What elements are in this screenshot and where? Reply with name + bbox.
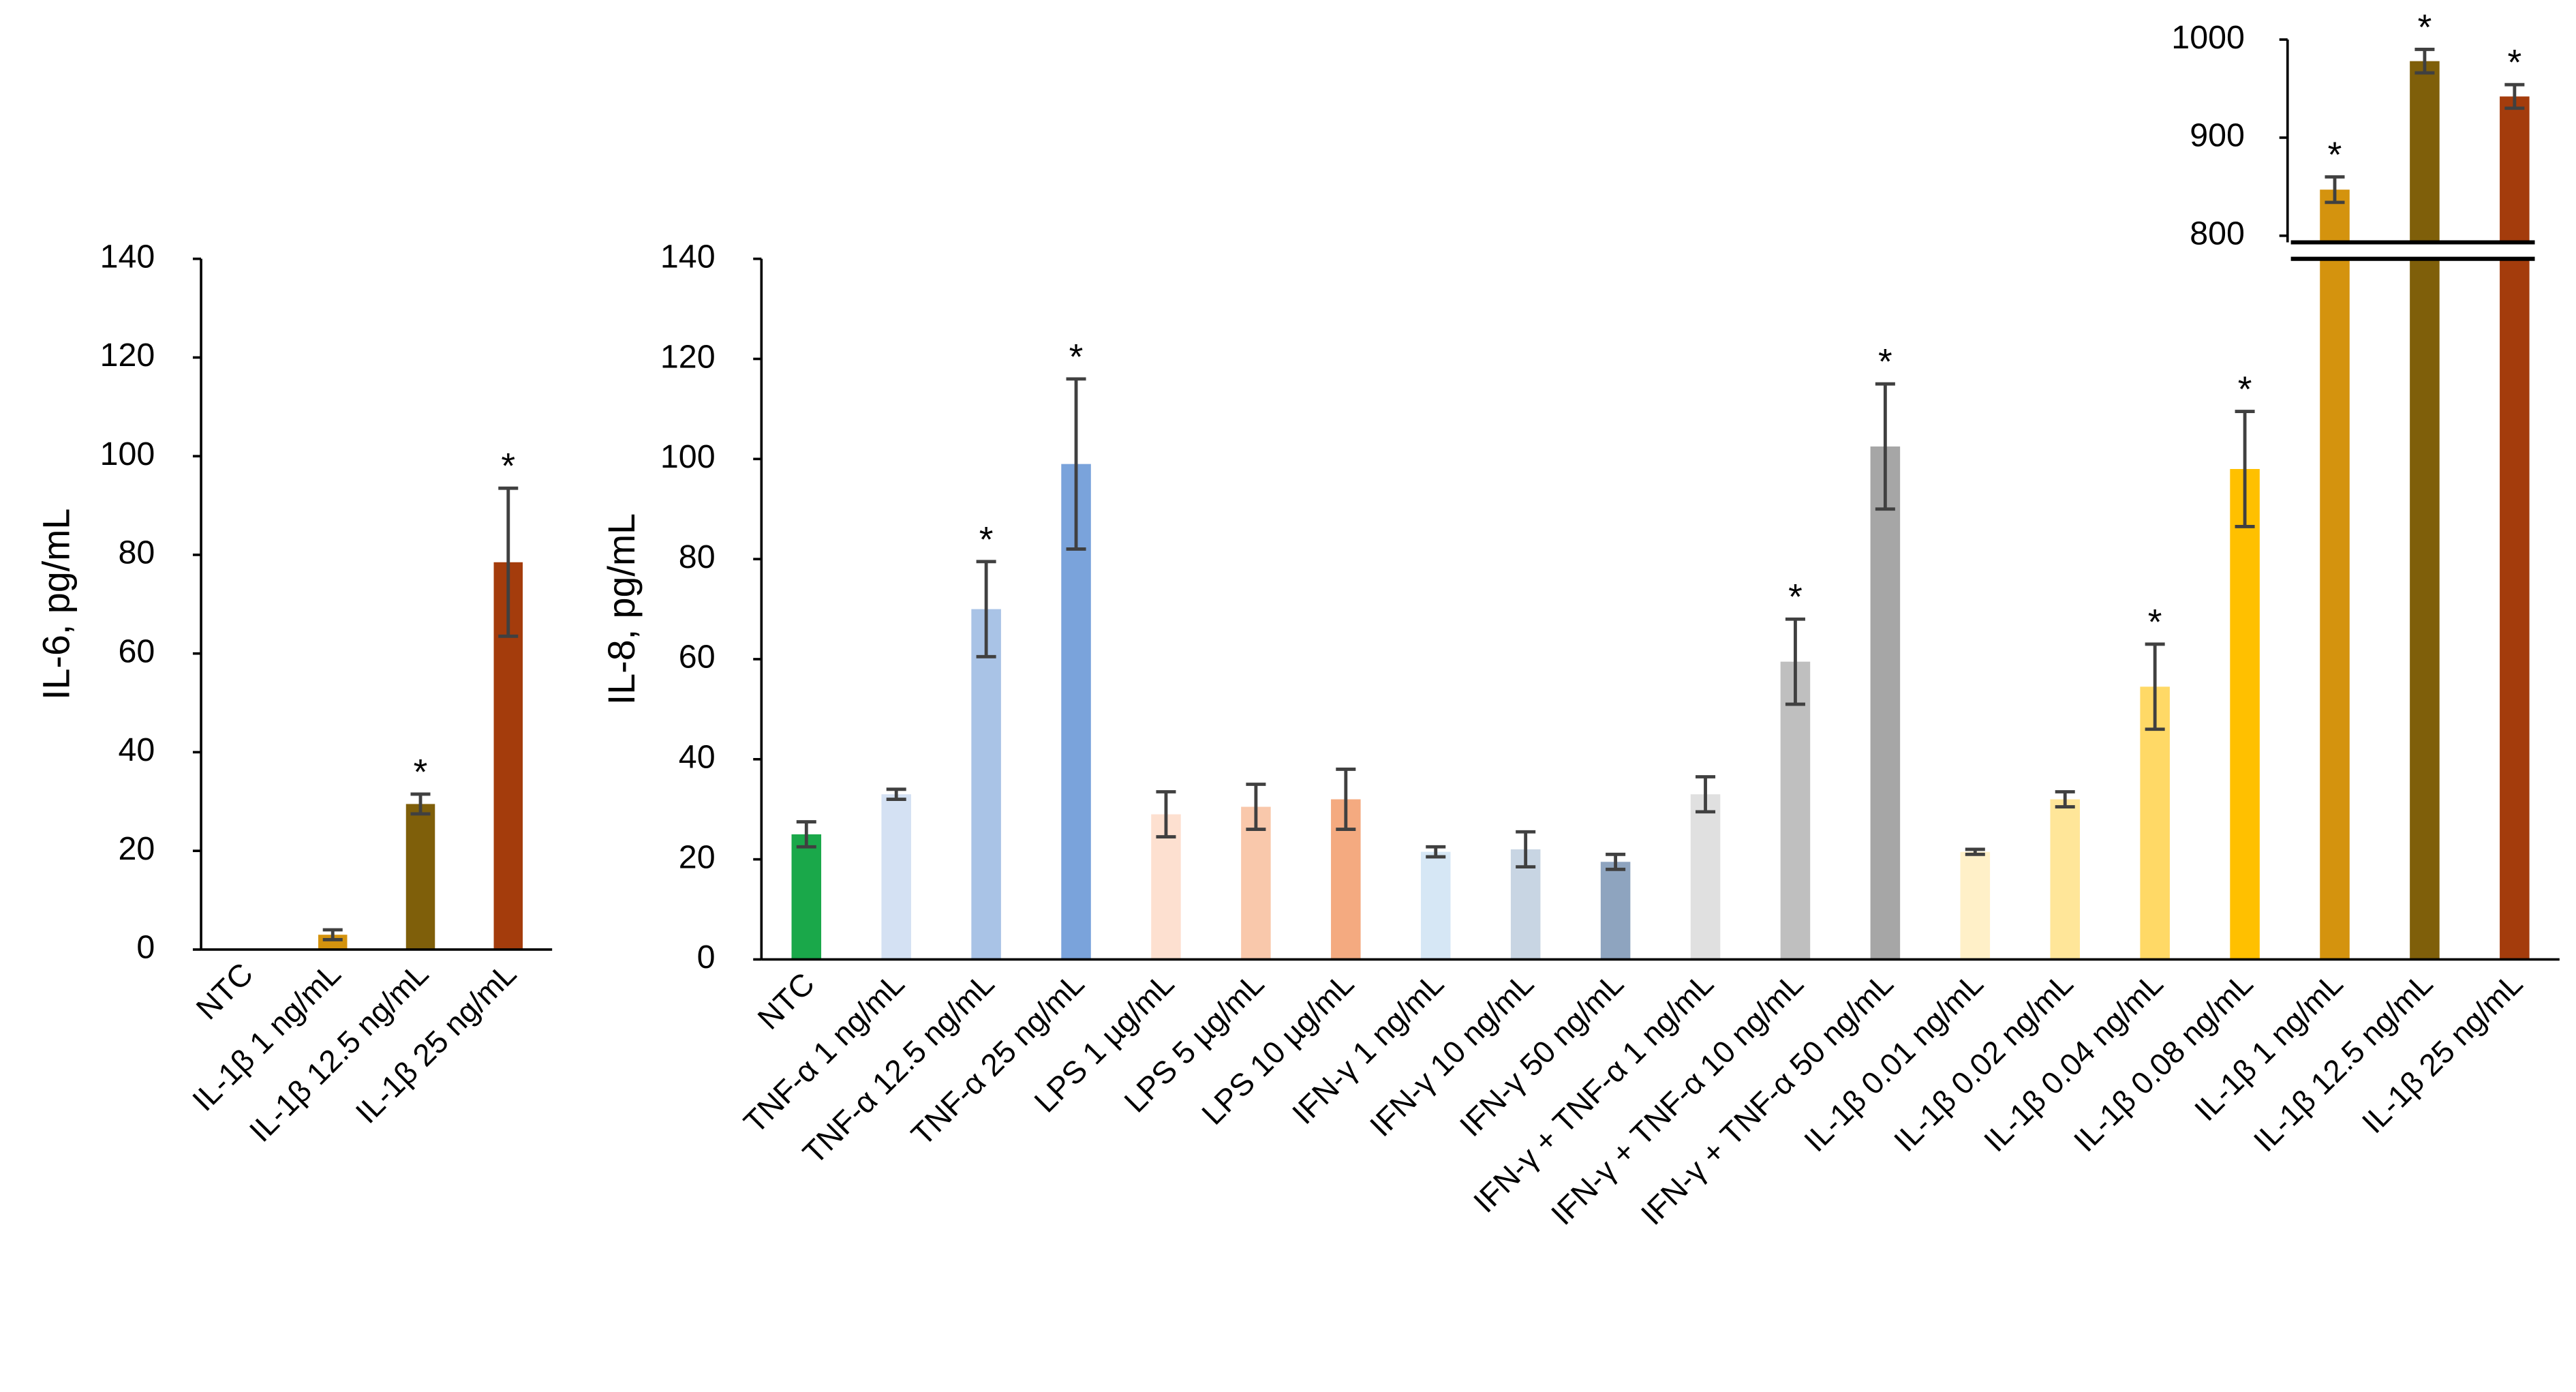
significance-mark: *	[2148, 602, 2162, 642]
y-tick-label: 80	[679, 539, 716, 575]
upper-y-tick-label: 1000	[2171, 19, 2245, 56]
bar	[1420, 851, 1451, 960]
axis-break-gap	[2290, 243, 2539, 259]
bar	[1780, 661, 1811, 960]
bar-upper	[2500, 96, 2530, 246]
y-tick-label: 40	[679, 739, 716, 776]
significance-mark: *	[1878, 342, 1892, 382]
y-tick-label: 60	[679, 639, 716, 676]
x-tick-label: IFN-γ 10 ng/mL	[1363, 965, 1541, 1143]
y-tick-label: 20	[679, 838, 716, 875]
bar	[2050, 799, 2080, 960]
significance-mark: *	[501, 447, 515, 487]
bar	[2140, 686, 2170, 960]
bar	[881, 794, 911, 960]
y-axis-label: IL-6, pg/mL	[35, 509, 78, 700]
x-tick-label: NTC	[189, 956, 260, 1027]
upper-y-tick-label: 900	[2190, 117, 2245, 154]
bar-lower	[2410, 258, 2440, 960]
y-tick-label: 20	[119, 830, 155, 867]
y-tick-label: 80	[119, 534, 155, 571]
bar	[2230, 469, 2260, 960]
significance-mark: *	[2418, 7, 2432, 48]
x-tick-label: NTC	[750, 965, 821, 1036]
bar	[1690, 794, 1721, 960]
y-tick-label: 140	[660, 238, 716, 275]
bar-lower	[2320, 258, 2350, 960]
y-tick-label: 120	[100, 337, 155, 374]
y-tick-label: 60	[119, 633, 155, 669]
upper-y-tick-label: 800	[2190, 215, 2245, 252]
significance-mark: *	[2328, 135, 2342, 175]
significance-mark: *	[979, 519, 994, 560]
y-axis-label: IL-8, pg/mL	[600, 513, 643, 705]
x-tick-label: IL-1β 25 ng/mL	[2355, 965, 2530, 1140]
bar	[1151, 814, 1181, 960]
bar	[971, 609, 1001, 960]
bar	[1600, 862, 1631, 960]
y-tick-label: 40	[119, 731, 155, 768]
significance-mark: *	[2238, 369, 2252, 410]
x-tick-label: IL-1β 25 ng/mL	[348, 956, 523, 1130]
bar-upper	[2410, 61, 2440, 246]
bar	[1241, 806, 1271, 960]
y-tick-label: 0	[136, 929, 155, 966]
y-tick-label: 140	[100, 238, 155, 275]
bar	[791, 834, 822, 960]
x-tick-label: IFN-γ 50 ng/mL	[1453, 965, 1631, 1143]
significance-mark: *	[2508, 43, 2522, 83]
y-tick-label: 120	[660, 338, 716, 375]
y-tick-label: 100	[100, 436, 155, 472]
significance-mark: *	[414, 752, 428, 792]
y-tick-label: 0	[697, 939, 716, 975]
significance-mark: *	[1788, 577, 1803, 618]
x-tick-label: TNF-α 1 ng/mL	[737, 965, 911, 1140]
bar	[405, 804, 435, 950]
bar	[1960, 851, 1991, 960]
bar	[1870, 446, 1901, 960]
significance-mark: *	[1069, 337, 1084, 377]
chart-panel: 0 20 40 60 80 100 120 140 IL-8, pg/mL 800 900 1000 N…	[600, 7, 2560, 1232]
y-tick-label: 100	[660, 438, 716, 475]
bar-lower	[2500, 258, 2530, 960]
